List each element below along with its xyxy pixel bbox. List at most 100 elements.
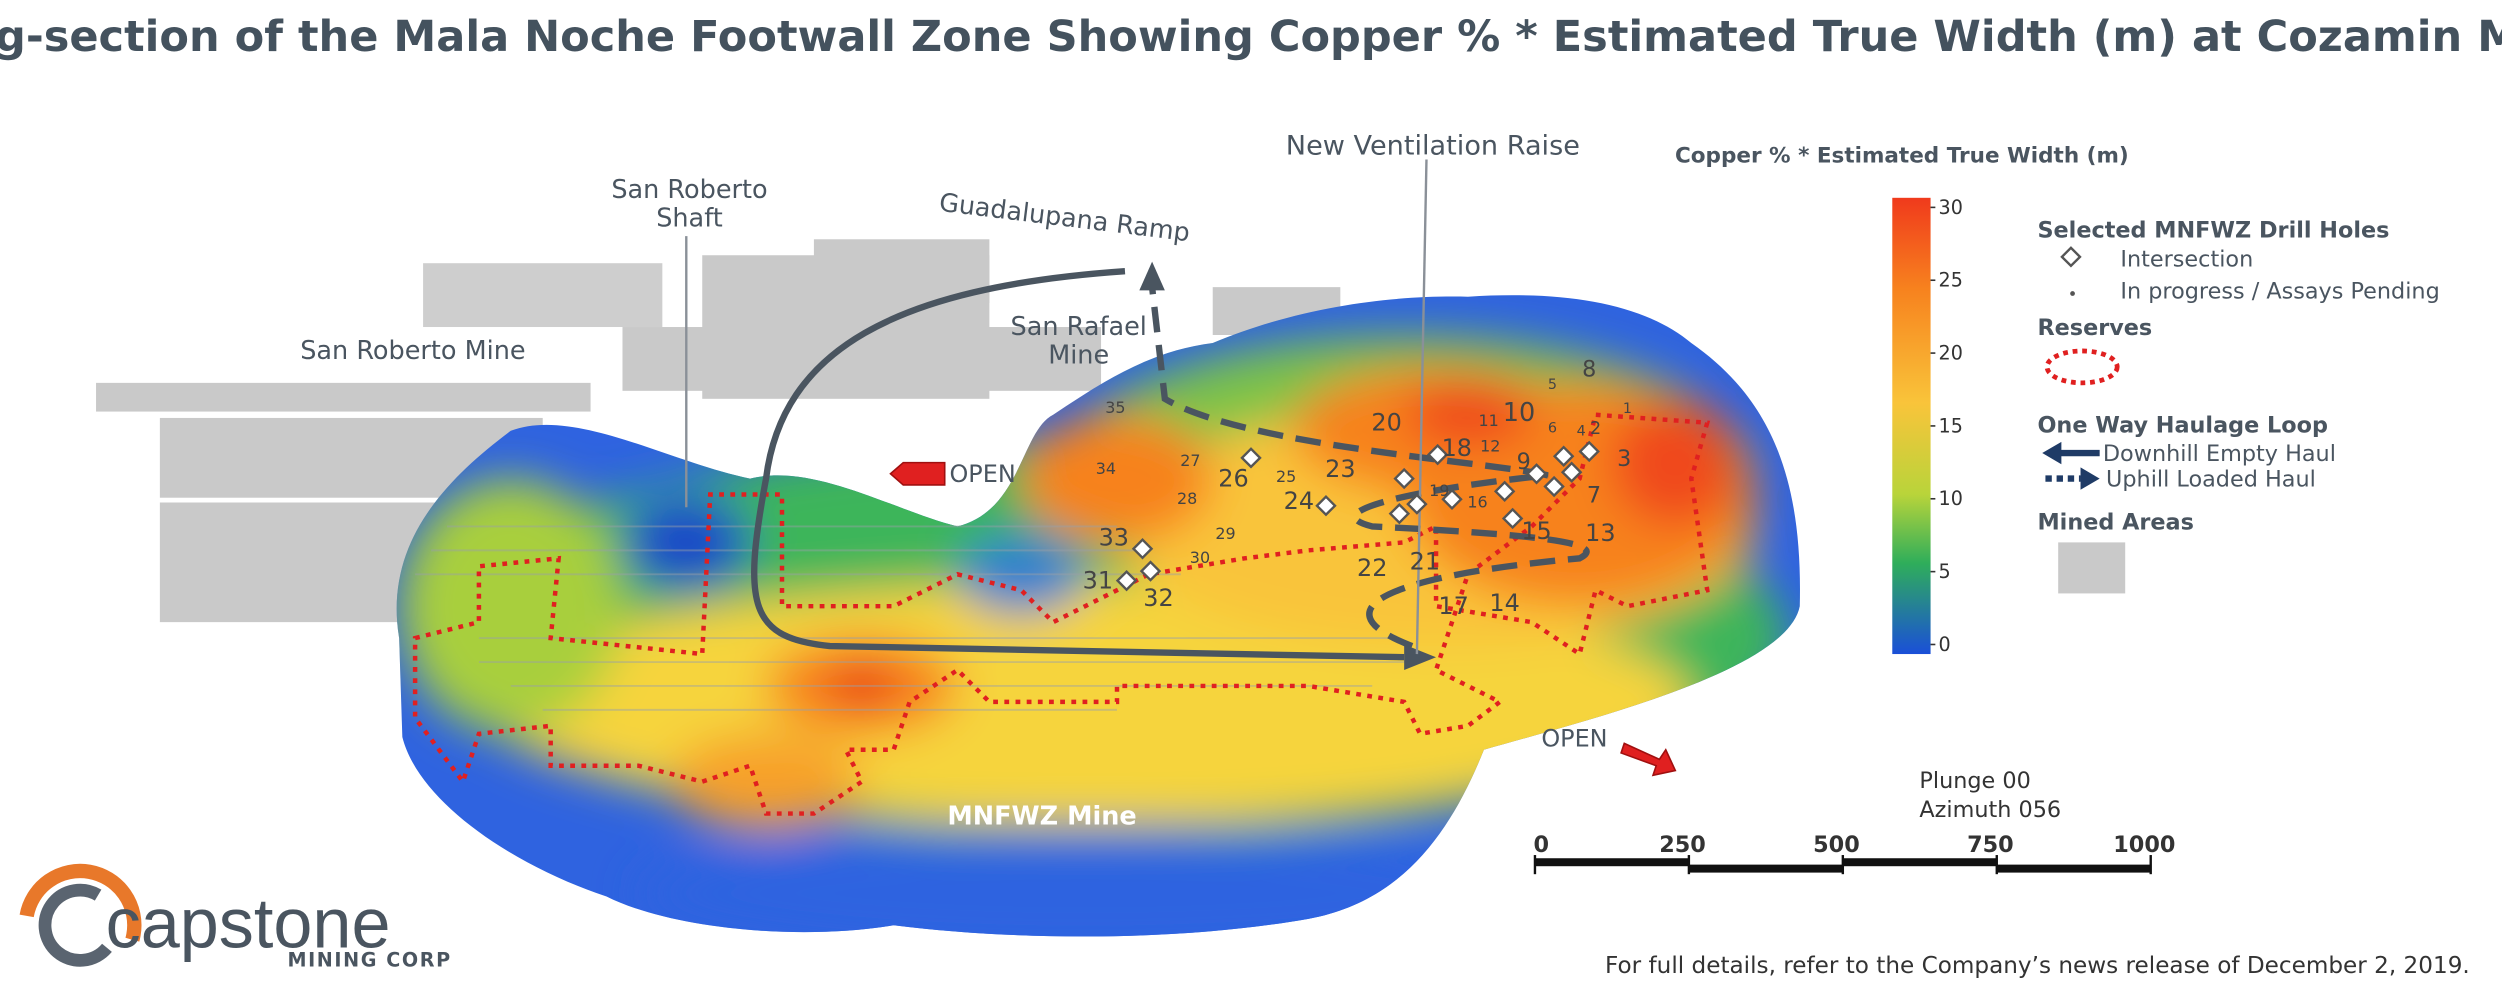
drill-hole-label: 24: [1284, 487, 1314, 515]
scale-segment: [1534, 858, 1689, 867]
drill-hole-label: 25: [1276, 467, 1296, 486]
drill-hole-label: 22: [1357, 554, 1387, 582]
intersection-diamond: [1131, 538, 1154, 560]
intersection-diamond: [1578, 440, 1600, 463]
drill-hole-label: 35: [1105, 398, 1125, 417]
drill-hole-label: 21: [1410, 548, 1440, 576]
drill-hole-label: 27: [1180, 451, 1200, 470]
drill-hole-label: 13: [1585, 519, 1615, 547]
colorbar-tick-label: 20: [1939, 341, 1963, 364]
logo-name: capstone: [106, 884, 391, 963]
drill-hole-label: 14: [1489, 589, 1519, 617]
drill-hole-label: 32: [1143, 584, 1173, 612]
legend-label: Intersection: [2120, 246, 2253, 272]
scale-bar: 0 250 500 750 1000: [1534, 832, 2175, 875]
title: Long-section of the Mala Noche Footwall …: [0, 12, 2502, 62]
plunge: Plunge 00: [1919, 768, 2030, 794]
drill-hole-label: 8: [1582, 356, 1596, 382]
raise-line: [1415, 159, 1428, 655]
legend-heading: Selected MNFWZ Drill Holes: [2037, 218, 2389, 244]
map-label: OPEN: [1541, 725, 1607, 753]
map-label: MNFWZ Mine: [947, 802, 1136, 832]
scale-label: 750: [1967, 832, 2014, 858]
drill-holes: 1234567891011121314151617181920212223242…: [1083, 356, 1632, 620]
drill-hole-label: 4: [1577, 424, 1586, 440]
scale-segment: [1842, 858, 1997, 867]
legend-arrow: [2080, 467, 2100, 490]
legend-label: Downhill Empty Haul: [2103, 441, 2336, 467]
uphill-haul: [1148, 286, 1590, 650]
intersection-diamond: [1240, 447, 1262, 469]
legend-arrow: [2042, 441, 2062, 465]
intersection-diamond: [1315, 494, 1337, 517]
legend-label: In progress / Assays Pending: [2120, 278, 2439, 304]
map-label: San Roberto Mine: [300, 336, 525, 366]
intersection-diamond: [1426, 443, 1449, 466]
footer: For full details, refer to the Company’s…: [1605, 953, 2470, 979]
intersection-diamond: [1552, 445, 1575, 467]
drill-hole-label: 6: [1548, 420, 1557, 436]
legend-diamond: [2060, 246, 2082, 268]
map-label: New Ventilation Raise: [1286, 131, 1580, 162]
haul-arrow: [1404, 644, 1437, 670]
intersection-diamond: [1543, 475, 1565, 498]
drill-hole-label: 34: [1096, 459, 1116, 478]
scale-label: 500: [1813, 832, 1860, 858]
intersection-diamond: [1493, 480, 1516, 503]
scale-label: 0: [1534, 832, 1550, 858]
drill-hole-label: 1: [1623, 401, 1632, 417]
azimuth: Azimuth 056: [1919, 797, 2061, 823]
drill-hole-label: 12: [1480, 436, 1500, 455]
logo-sub: MINING CORP: [287, 949, 451, 972]
legend-heading: Reserves: [2037, 315, 2152, 341]
drill-hole-label: 16: [1467, 492, 1487, 511]
drill-hole-label: 18: [1442, 434, 1472, 462]
intersection-diamond: [1441, 488, 1463, 511]
drill-hole-label: 19: [1429, 481, 1449, 500]
map-label: Mine: [1048, 341, 1109, 371]
colorbar: [1892, 197, 1931, 655]
map-label: OPEN: [950, 460, 1016, 488]
drill-hole-label: 17: [1438, 592, 1468, 620]
colorbar-tick-label: 30: [1939, 196, 1963, 219]
drill-hole-label: 23: [1325, 455, 1355, 483]
drill-hole-label: 30: [1190, 548, 1210, 567]
drill-hole-label: 3: [1617, 446, 1631, 472]
intersection-diamond: [1139, 560, 1162, 582]
open-arrow: [1620, 742, 1677, 777]
drill-hole-label: 11: [1479, 411, 1499, 430]
drill-hole-label: 33: [1099, 524, 1129, 552]
drill-hole-label: 20: [1371, 409, 1401, 437]
intersection-diamond: [1560, 461, 1583, 483]
map-label: Guadalupana Ramp: [937, 188, 1191, 249]
legend-reserves: [2044, 348, 2120, 386]
legend: Selected MNFWZ Drill Holes Intersection …: [2037, 218, 2440, 594]
drill-hole-label: 5: [1548, 377, 1557, 393]
legend-heading: Mined Areas: [2037, 510, 2193, 536]
drill-hole-label: 10: [1503, 398, 1535, 428]
intersection-diamond: [1525, 463, 1548, 485]
open-arrow: [889, 461, 946, 486]
downhill-haul: [750, 268, 1405, 661]
drill-hole-label: 9: [1517, 449, 1531, 475]
intersection-diamond: [1501, 507, 1524, 530]
drill-hole-label: 2: [1590, 419, 1601, 439]
scale-segment: [1688, 864, 1843, 873]
colorbar-tick-label: 25: [1939, 269, 1963, 292]
scale-label: 1000: [2113, 832, 2175, 858]
intersection-diamond: [1115, 569, 1138, 592]
legend-mined: [2058, 542, 2126, 594]
colorbar-tick-label: 10: [1939, 487, 1963, 510]
legend-label: Uphill Loaded Haul: [2106, 467, 2316, 493]
mined-stripes: [415, 525, 1405, 711]
grade-heatmap: [396, 295, 1800, 937]
drill-hole-label: 7: [1587, 483, 1601, 509]
scale-segment: [1996, 864, 2151, 873]
drill-hole-label: 15: [1521, 517, 1551, 545]
colorbar-tick-label: 5: [1939, 560, 1951, 583]
intersection-diamond: [1406, 493, 1428, 515]
logo: capstone MINING CORP: [18, 863, 451, 987]
intersection-diamond: [1393, 467, 1415, 490]
